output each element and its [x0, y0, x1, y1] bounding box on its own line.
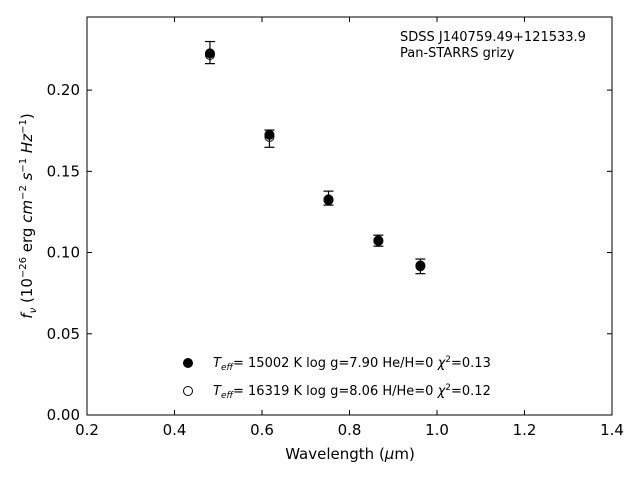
y-axis-label: fν (10−26 erg cm−2 s−1 Hz−1) [18, 113, 39, 318]
y-tick-label: 0.10 [47, 244, 80, 262]
legend-marker-filled [183, 358, 193, 368]
y-tick-label: 0.20 [47, 81, 80, 99]
data-points [204, 40, 426, 275]
x-tick-label: 1.2 [513, 421, 537, 439]
legend-entry-2: Teff= 16319 K log g=8.06 H/He=0 χ2=0.12 [213, 383, 491, 401]
x-tick-label: 0.6 [250, 421, 274, 439]
y-tick-label: 0.15 [47, 162, 80, 180]
model-point-filled [204, 48, 215, 59]
x-tick-label: 1.4 [600, 421, 624, 439]
y-tick-label: 0.05 [47, 325, 80, 343]
legend: Teff= 15002 K log g=7.90 He/H=0 χ2=0.13 … [183, 355, 491, 401]
model-point-filled [373, 235, 384, 246]
x-axis-label: Wavelength (μm) [285, 445, 415, 463]
x-tick-label: 0.2 [75, 421, 99, 439]
model-point-filled [415, 260, 426, 271]
model-point-filled [323, 194, 334, 205]
x-tick-label: 1.0 [425, 421, 449, 439]
annotation-subtitle: Pan-STARRS grizy [400, 46, 515, 61]
model-point-filled [264, 129, 275, 140]
x-tick-label: 0.4 [163, 421, 187, 439]
y-tick-label: 0.00 [47, 406, 80, 424]
legend-marker-open [183, 386, 193, 396]
legend-entry-1: Teff= 15002 K log g=7.90 He/H=0 χ2=0.13 [213, 355, 491, 373]
ticks: 0.2 0.4 0.6 0.8 1.0 1.2 1.4 0.00 0.05 0.10 0.15 0.2… [47, 17, 624, 439]
annotation-title: SDSS J140759.49+121533.9 [400, 30, 586, 45]
x-tick-label: 0.8 [338, 421, 362, 439]
